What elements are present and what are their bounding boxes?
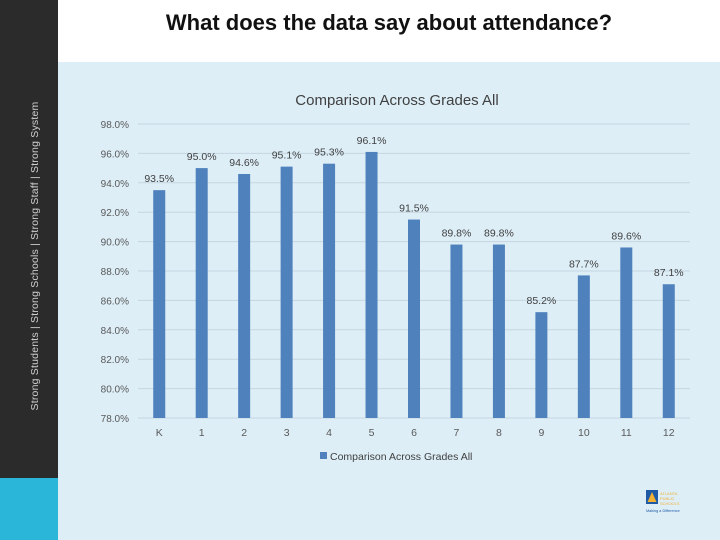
chart-title: Comparison Across Grades All bbox=[295, 92, 498, 109]
x-tick-label: 3 bbox=[284, 427, 290, 439]
sidebar-accent-block bbox=[0, 478, 58, 540]
y-tick-label: 80.0% bbox=[101, 385, 129, 396]
sidebar-tagline: Strong Students | Strong Schools | Stron… bbox=[29, 101, 41, 411]
svg-text:Making a Difference: Making a Difference bbox=[646, 509, 680, 513]
y-tick-label: 92.0% bbox=[101, 208, 129, 219]
x-tick-label: 10 bbox=[578, 427, 590, 439]
data-label: 95.1% bbox=[272, 150, 302, 162]
y-tick-label: 98.0% bbox=[101, 120, 129, 131]
x-tick-label: 2 bbox=[241, 427, 247, 439]
y-tick-label: 84.0% bbox=[101, 326, 129, 337]
slide-heading: What does the data say about attendance? bbox=[165, 10, 613, 35]
data-label: 89.6% bbox=[611, 230, 641, 242]
data-label: 87.7% bbox=[569, 258, 599, 270]
y-tick-label: 88.0% bbox=[101, 267, 129, 278]
x-tick-label: K bbox=[156, 427, 163, 439]
bar bbox=[238, 173, 251, 418]
y-tick-label: 86.0% bbox=[101, 296, 129, 307]
data-label: 95.3% bbox=[314, 147, 344, 159]
x-tick-label: 9 bbox=[538, 427, 544, 439]
y-tick-label: 82.0% bbox=[101, 355, 129, 366]
svg-text:SCHOOLS: SCHOOLS bbox=[660, 501, 680, 506]
data-label: 87.1% bbox=[654, 267, 684, 279]
y-tick-label: 78.0% bbox=[101, 414, 129, 425]
bar bbox=[323, 163, 336, 418]
x-tick-label: 11 bbox=[621, 427, 632, 439]
data-label: 91.5% bbox=[399, 203, 429, 215]
bar bbox=[408, 219, 420, 418]
svg-text:PUBLIC: PUBLIC bbox=[660, 496, 675, 501]
bar bbox=[577, 275, 590, 418]
y-tick-label: 94.0% bbox=[101, 179, 129, 190]
bar bbox=[365, 151, 378, 418]
data-label: 89.8% bbox=[442, 228, 472, 240]
data-label: 95.0% bbox=[187, 151, 217, 163]
bar bbox=[195, 168, 208, 418]
legend-label: Comparison Across Grades All bbox=[330, 451, 472, 463]
bar bbox=[620, 247, 633, 418]
y-tick-label: 96.0% bbox=[101, 149, 129, 160]
bar-chart: Comparison Across Grades All78.0%80.0%82… bbox=[101, 92, 690, 463]
bar bbox=[492, 244, 505, 418]
data-label: 85.2% bbox=[526, 295, 556, 307]
data-label: 96.1% bbox=[357, 135, 387, 147]
bar bbox=[535, 312, 548, 418]
bar bbox=[450, 244, 463, 418]
x-tick-label: 1 bbox=[199, 427, 205, 439]
x-tick-label: 7 bbox=[454, 427, 460, 439]
x-tick-label: 8 bbox=[496, 427, 502, 439]
legend-swatch bbox=[320, 452, 327, 459]
x-tick-label: 4 bbox=[326, 427, 332, 439]
bar bbox=[153, 190, 166, 418]
x-tick-label: 6 bbox=[411, 427, 417, 439]
bar bbox=[662, 284, 675, 418]
data-label: 94.6% bbox=[229, 157, 259, 169]
svg-text:ATLANTA: ATLANTA bbox=[660, 491, 678, 496]
sidebar: Strong Students | Strong Schools | Stron… bbox=[0, 0, 58, 540]
atlanta-public-schools-logo: ATLANTA PUBLIC SCHOOLS Making a Differen… bbox=[646, 490, 696, 520]
x-tick-label: 12 bbox=[663, 427, 675, 439]
data-label: 89.8% bbox=[484, 228, 514, 240]
bar bbox=[280, 166, 293, 418]
data-label: 93.5% bbox=[144, 173, 174, 185]
chart-panel: Comparison Across Grades All 78.0% 80.0% 82… bbox=[58, 62, 720, 540]
x-tick-label: 5 bbox=[369, 427, 375, 439]
y-tick-label: 90.0% bbox=[101, 238, 129, 249]
